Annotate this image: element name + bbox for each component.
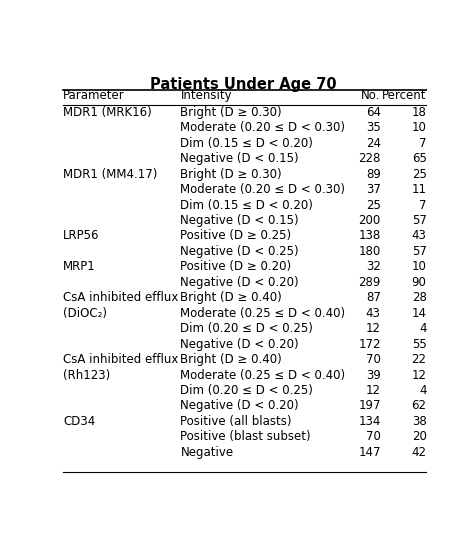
Text: 70: 70 [366,430,381,444]
Text: Moderate (0.20 ≤ D < 0.30): Moderate (0.20 ≤ D < 0.30) [181,183,346,196]
Text: CsA inhibited efflux: CsA inhibited efflux [63,353,178,366]
Text: Bright (D ≥ 0.40): Bright (D ≥ 0.40) [181,353,282,366]
Text: 42: 42 [411,446,427,458]
Text: LRP56: LRP56 [63,230,100,242]
Text: 289: 289 [358,276,381,289]
Text: 35: 35 [366,121,381,134]
Text: 64: 64 [365,106,381,119]
Text: 197: 197 [358,400,381,412]
Text: Negative (D < 0.20): Negative (D < 0.20) [181,276,299,289]
Text: 7: 7 [419,198,427,211]
Text: 4: 4 [419,384,427,397]
Text: 28: 28 [412,291,427,304]
Text: Moderate (0.25 ≤ D < 0.40): Moderate (0.25 ≤ D < 0.40) [181,307,346,320]
Text: Negative (D < 0.20): Negative (D < 0.20) [181,338,299,350]
Text: 4: 4 [419,322,427,335]
Text: No.: No. [361,89,381,102]
Text: 65: 65 [412,152,427,165]
Text: 180: 180 [358,245,381,258]
Text: 10: 10 [412,121,427,134]
Text: Dim (0.20 ≤ D < 0.25): Dim (0.20 ≤ D < 0.25) [181,384,313,397]
Text: 10: 10 [412,261,427,273]
Text: Parameter: Parameter [63,89,125,102]
Text: 87: 87 [366,291,381,304]
Text: CsA inhibited efflux: CsA inhibited efflux [63,291,178,304]
Text: 200: 200 [358,214,381,227]
Text: Bright (D ≥ 0.30): Bright (D ≥ 0.30) [181,106,282,119]
Text: 228: 228 [358,152,381,165]
Text: 89: 89 [366,167,381,181]
Text: (Rh123): (Rh123) [63,369,110,381]
Text: 18: 18 [412,106,427,119]
Text: MDR1 (MRK16): MDR1 (MRK16) [63,106,152,119]
Text: Dim (0.15 ≤ D < 0.20): Dim (0.15 ≤ D < 0.20) [181,137,313,150]
Text: 134: 134 [358,415,381,428]
Text: Moderate (0.25 ≤ D < 0.40): Moderate (0.25 ≤ D < 0.40) [181,369,346,381]
Text: Positive (blast subset): Positive (blast subset) [181,430,311,444]
Text: Bright (D ≥ 0.40): Bright (D ≥ 0.40) [181,291,282,304]
Text: Dim (0.15 ≤ D < 0.20): Dim (0.15 ≤ D < 0.20) [181,198,313,211]
Text: 25: 25 [366,198,381,211]
Text: 43: 43 [412,230,427,242]
Text: 22: 22 [411,353,427,366]
Text: Positive (all blasts): Positive (all blasts) [181,415,292,428]
Text: 147: 147 [358,446,381,458]
Text: Patients Under Age 70: Patients Under Age 70 [150,78,336,93]
Text: 57: 57 [412,245,427,258]
Text: Negative: Negative [181,446,234,458]
Text: 43: 43 [366,307,381,320]
Text: Negative (D < 0.15): Negative (D < 0.15) [181,214,299,227]
Text: 14: 14 [411,307,427,320]
Text: 62: 62 [411,400,427,412]
Text: 172: 172 [358,338,381,350]
Text: 7: 7 [419,137,427,150]
Text: 138: 138 [358,230,381,242]
Text: 70: 70 [366,353,381,366]
Text: 38: 38 [412,415,427,428]
Text: (DiOC₂): (DiOC₂) [63,307,107,320]
Text: 32: 32 [366,261,381,273]
Text: Negative (D < 0.25): Negative (D < 0.25) [181,245,299,258]
Text: 25: 25 [412,167,427,181]
Text: Bright (D ≥ 0.30): Bright (D ≥ 0.30) [181,167,282,181]
Text: 90: 90 [412,276,427,289]
Text: 12: 12 [365,384,381,397]
Text: MDR1 (MM4.17): MDR1 (MM4.17) [63,167,157,181]
Text: 55: 55 [412,338,427,350]
Text: 57: 57 [412,214,427,227]
Text: 37: 37 [366,183,381,196]
Text: Positive (D ≥ 0.25): Positive (D ≥ 0.25) [181,230,292,242]
Text: MRP1: MRP1 [63,261,96,273]
Text: CD34: CD34 [63,415,95,428]
Text: 12: 12 [411,369,427,381]
Text: 39: 39 [366,369,381,381]
Text: 11: 11 [411,183,427,196]
Text: Negative (D < 0.15): Negative (D < 0.15) [181,152,299,165]
Text: Positive (D ≥ 0.20): Positive (D ≥ 0.20) [181,261,292,273]
Text: Dim (0.20 ≤ D < 0.25): Dim (0.20 ≤ D < 0.25) [181,322,313,335]
Text: Intensity: Intensity [181,89,232,102]
Text: 12: 12 [365,322,381,335]
Text: Moderate (0.20 ≤ D < 0.30): Moderate (0.20 ≤ D < 0.30) [181,121,346,134]
Text: Percent: Percent [382,89,427,102]
Text: 24: 24 [365,137,381,150]
Text: 20: 20 [412,430,427,444]
Text: Negative (D < 0.20): Negative (D < 0.20) [181,400,299,412]
